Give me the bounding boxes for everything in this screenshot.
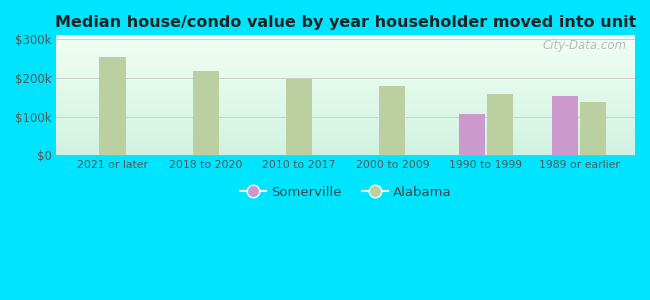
Title: Median house/condo value by year householder moved into unit: Median house/condo value by year househo… <box>55 15 636 30</box>
Bar <box>459 114 485 155</box>
Bar <box>552 97 578 155</box>
Bar <box>580 102 606 155</box>
Bar <box>380 86 406 155</box>
Text: City-Data.com: City-Data.com <box>542 39 627 52</box>
Bar <box>286 80 312 155</box>
Bar <box>99 57 125 155</box>
Legend: Somerville, Alabama: Somerville, Alabama <box>235 180 457 204</box>
Bar <box>487 94 513 155</box>
Bar <box>192 71 219 155</box>
